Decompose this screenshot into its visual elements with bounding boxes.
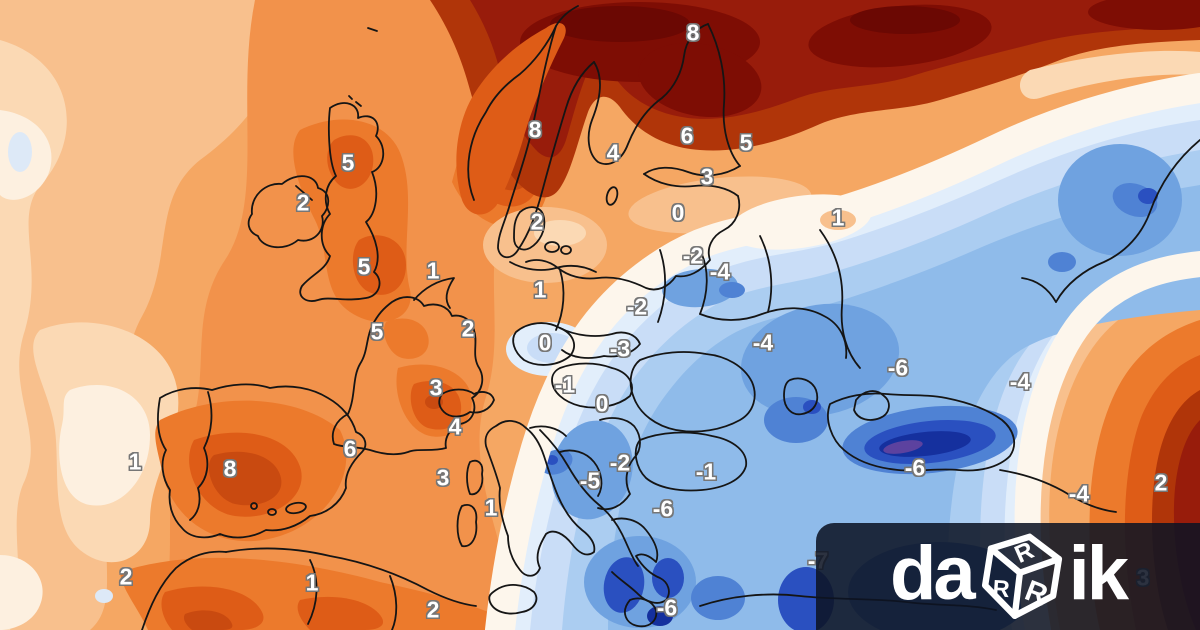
watermark-panel: da R R R ik	[816, 523, 1200, 630]
dice-face-letter: R	[991, 574, 1010, 601]
darik-logo: da R R R ik	[889, 528, 1129, 626]
logo-text-right: ik	[1068, 530, 1129, 616]
white-pocket	[728, 194, 872, 250]
country-borders	[141, 5, 1200, 630]
logo-text-left: da	[889, 530, 976, 616]
dice-icon: R R R	[981, 533, 1062, 619]
dice-face-letter: R	[1020, 573, 1052, 611]
